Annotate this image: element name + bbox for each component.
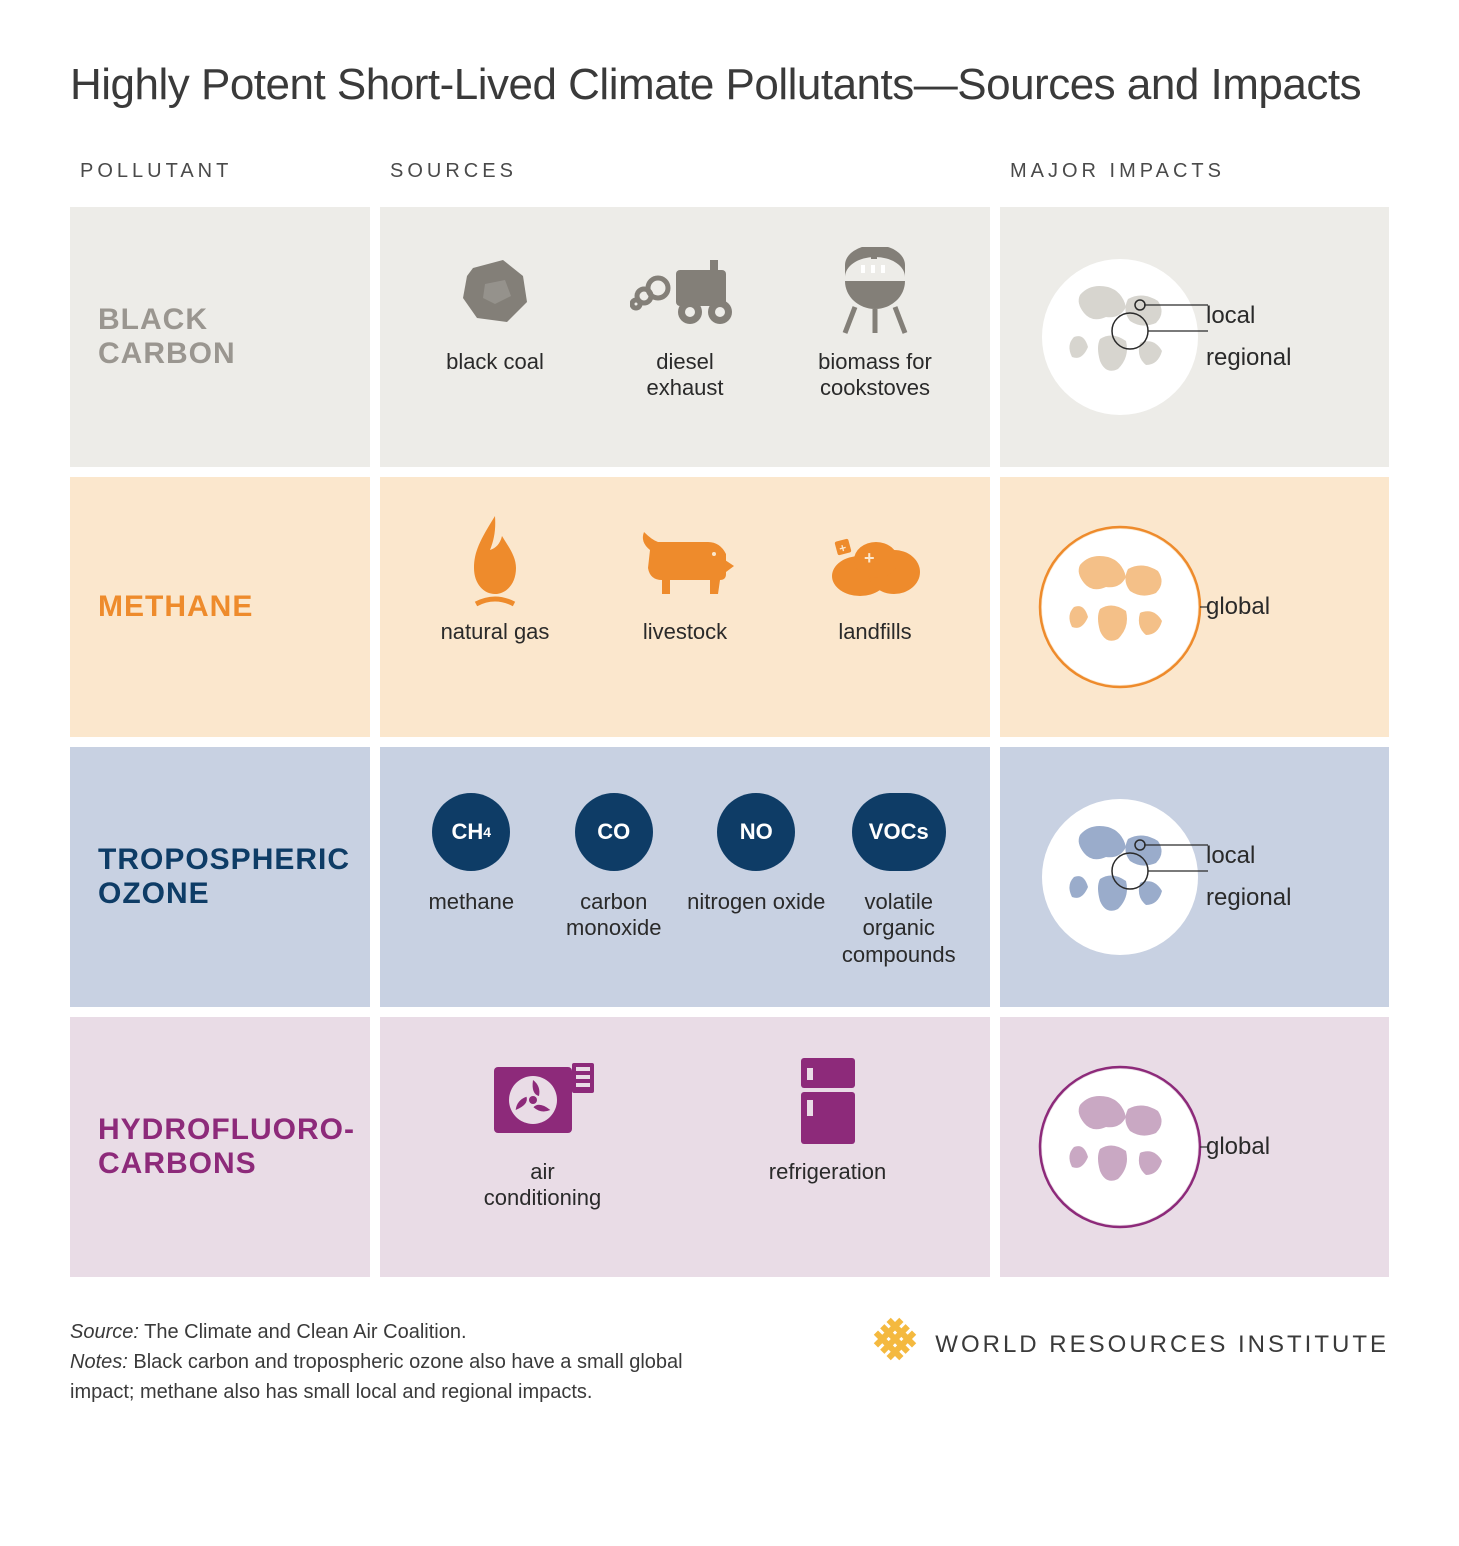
source-item: CO carbon monoxide (544, 787, 684, 942)
landfill-icon: ++ (820, 517, 930, 607)
impact-label: global (1206, 1133, 1270, 1161)
notes-text: Black carbon and tropospheric ozone also… (70, 1351, 683, 1403)
header-sources: SOURCES (390, 160, 1010, 183)
chem-icon: VOCs (852, 787, 946, 877)
pollutant-name: METHANE (98, 590, 253, 625)
pollutant-cell: TROPOSPHERICOZONE (70, 747, 370, 1007)
impact-label-text: regional (1206, 884, 1291, 912)
source-label: diesel exhaust (615, 349, 755, 402)
pollutant-cell: METHANE (70, 477, 370, 737)
source-label: natural gas (441, 619, 550, 645)
impact-cell: global (1000, 1017, 1389, 1277)
globe-icon (1030, 247, 1210, 427)
ac-icon (488, 1057, 598, 1147)
impact-label-text: global (1206, 593, 1270, 621)
source-label: livestock (643, 619, 727, 645)
source-label: volatile organic compounds (829, 889, 969, 968)
source-item: diesel exhaust (615, 247, 755, 402)
org-branding: WORLD RESOURCES INSTITUTE (873, 1317, 1389, 1372)
impact-label-text: regional (1206, 344, 1291, 372)
footer: Source: The Climate and Clean Air Coalit… (70, 1317, 1389, 1407)
source-item: air conditioning (473, 1057, 613, 1212)
source-item: natural gas (425, 517, 565, 645)
org-name: WORLD RESOURCES INSTITUTE (935, 1327, 1389, 1363)
source-item: VOCs volatile organic compounds (829, 787, 969, 968)
source-label: methane (428, 889, 514, 915)
header-impacts: MAJOR IMPACTS (1010, 160, 1379, 183)
source-item: NO nitrogen oxide (686, 787, 826, 915)
sources-cell: black coal diesel exhaust biomass for cook… (380, 207, 990, 467)
impact-labels: global (1206, 593, 1270, 621)
chem-icon: NO (717, 787, 795, 877)
notes-prefix: Notes: (70, 1351, 128, 1373)
impact-label-text: local (1206, 842, 1255, 870)
impact-labels: local regional (1206, 302, 1291, 372)
sources-cell: natural gas livestock ++ landfills (380, 477, 990, 737)
source-label: carbon monoxide (544, 889, 684, 942)
globe-icon (1030, 517, 1210, 697)
impact-label-text: global (1206, 1133, 1270, 1161)
grill-icon (835, 247, 915, 337)
source-item: refrigeration (758, 1057, 898, 1185)
source-item: livestock (615, 517, 755, 645)
source-label: biomass for cookstoves (805, 349, 945, 402)
pollutant-row: BLACKCARBON black coal diesel exhaust bioma… (70, 207, 1389, 467)
column-headers: POLLUTANT SOURCES MAJOR IMPACTS (70, 160, 1389, 207)
source-item: ++ landfills (805, 517, 945, 645)
impact-cell: local regional (1000, 747, 1389, 1007)
pollutant-cell: BLACKCARBON (70, 207, 370, 467)
chem-icon: CH4 (432, 787, 510, 877)
source-prefix: Source: (70, 1321, 139, 1343)
pollutant-name: TROPOSPHERICOZONE (98, 843, 350, 912)
coal-icon (455, 247, 535, 337)
flame-icon (460, 517, 530, 607)
pollutant-row: METHANE natural gas livestock ++ landfills g… (70, 477, 1389, 737)
impact-cell: global (1000, 477, 1389, 737)
wri-logo-icon (873, 1317, 917, 1372)
impact-label-text: local (1206, 302, 1255, 330)
impact-label: regional (1206, 344, 1291, 372)
truck-icon (630, 247, 740, 337)
footer-text: Source: The Climate and Clean Air Coalit… (70, 1317, 750, 1407)
source-label: refrigeration (769, 1159, 886, 1185)
sources-cell: CH4 methane CO carbon monoxide NO nitrogen ox… (380, 747, 990, 1007)
impact-label: regional (1206, 884, 1291, 912)
cow-icon (630, 517, 740, 607)
pollutant-row: HYDROFLUORO-CARBONS air conditioning refri… (70, 1017, 1389, 1277)
source-label: black coal (446, 349, 544, 375)
globe-icon (1030, 1057, 1210, 1237)
impact-label: global (1206, 593, 1270, 621)
source-text: The Climate and Clean Air Coalition. (139, 1321, 467, 1343)
pollutant-row: TROPOSPHERICOZONE CH4 methane CO carbon mono… (70, 747, 1389, 1007)
rows-container: BLACKCARBON black coal diesel exhaust bioma… (70, 207, 1389, 1277)
page-title: Highly Potent Short-Lived Climate Pollut… (70, 60, 1389, 110)
fridge-icon (793, 1057, 863, 1147)
source-label: nitrogen oxide (687, 889, 825, 915)
svg-text:+: + (864, 548, 875, 568)
chem-icon: CO (575, 787, 653, 877)
impact-labels: local regional (1206, 842, 1291, 912)
pollutant-name: BLACKCARBON (98, 303, 236, 372)
source-item: black coal (425, 247, 565, 375)
sources-cell: air conditioning refrigeration (380, 1017, 990, 1277)
pollutant-name: HYDROFLUORO-CARBONS (98, 1113, 355, 1182)
impact-cell: local regional (1000, 207, 1389, 467)
source-item: biomass for cookstoves (805, 247, 945, 402)
impact-labels: global (1206, 1133, 1270, 1161)
source-label: air conditioning (473, 1159, 613, 1212)
globe-icon (1030, 787, 1210, 967)
impact-label: local (1206, 842, 1291, 870)
source-label: landfills (838, 619, 911, 645)
header-pollutant: POLLUTANT (80, 160, 390, 183)
impact-label: local (1206, 302, 1291, 330)
pollutant-cell: HYDROFLUORO-CARBONS (70, 1017, 370, 1277)
source-item: CH4 methane (401, 787, 541, 915)
